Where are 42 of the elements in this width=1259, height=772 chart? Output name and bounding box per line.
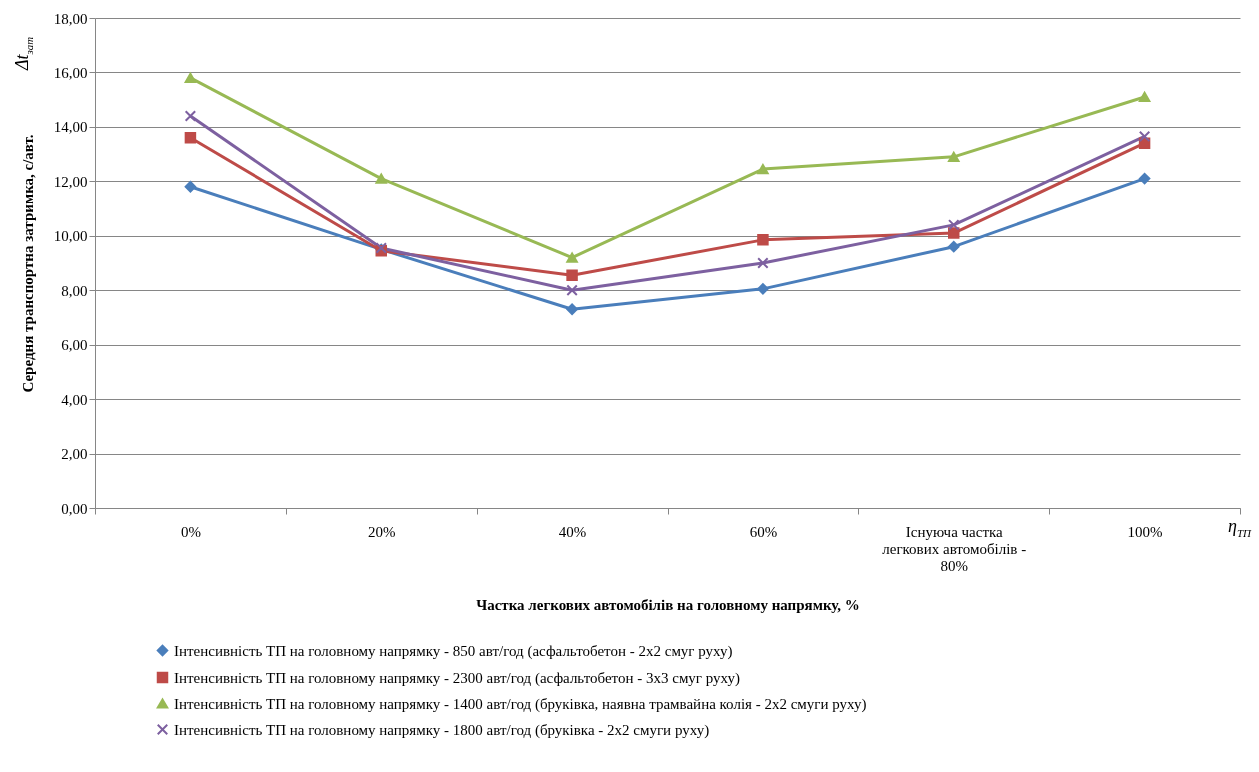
y-tick-label: 12,00 [53,173,88,190]
x-tick-label: 40% [558,523,587,540]
y-axis-title: Середня транспортна затримка, с/авт. [19,134,36,393]
x-tick-label: 20% [368,523,396,540]
point [375,173,387,184]
x-tick-label: 100% [1127,523,1163,540]
point [948,240,960,253]
point [1138,130,1151,143]
point [948,219,960,231]
point [757,163,769,175]
point [948,151,960,162]
legend-label: Інтенсивність ТП на головному напрямку - 1400 авт/год (бруківка, наявна трамвайна колія - 2х2 смуги руху) [174,695,867,713]
x-tick-label: 60% [749,523,778,540]
point [184,132,197,144]
point [566,303,578,316]
point [1138,91,1151,103]
y-tick-label: 0,00 [61,500,88,517]
point [757,234,769,246]
point [566,269,578,281]
legend-label: Інтенсивність ТП на головному напрямку - 850 авт/год (асфальтобетон - 2х2 смуг руху) [174,642,733,660]
y-tick-label: 4,00 [61,391,88,408]
y-tick-label: 10,00 [53,228,88,245]
y-tick-label: 14,00 [53,119,88,136]
point [184,110,197,122]
legend-label: Інтенсивність ТП на головному напрямку - 1800 авт/год (бруківка - 2х2 смуги руху) [174,721,710,739]
legend-label: Інтенсивність ТП на головному напрямку - 2300 авт/год (асфальтобетон - 3х3 смуг руху) [174,669,741,687]
point [1138,172,1151,185]
y-tick-label: 2,00 [61,446,88,463]
x-axis-title: Частка легкових автомобілів на головному напрямку, % [476,596,860,613]
y-tick-label: 16,00 [53,64,88,81]
x-tick-label: 0% [180,523,201,540]
y-tick-label: 8,00 [61,282,88,299]
x-tick-label: Існуюча частка легкових автомобілів - 80% [882,523,1027,574]
point [184,72,197,83]
point [757,283,769,295]
y-tick-label: 6,00 [61,337,88,354]
point [757,257,769,269]
point [184,181,197,193]
y-tick-label: 18,00 [53,10,88,27]
point [566,252,578,263]
point [566,284,578,296]
text: η$_{ТП}$ [1228,516,1251,539]
